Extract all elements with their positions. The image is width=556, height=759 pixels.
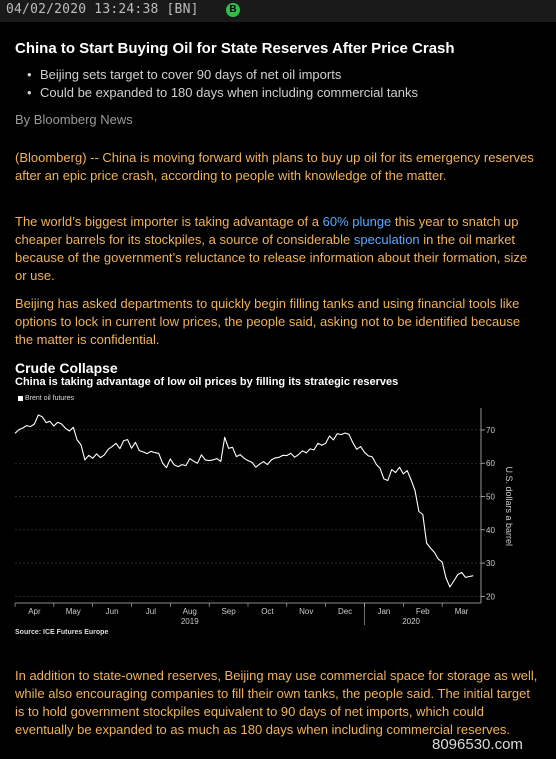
chart-legend: Brent oil futures: [18, 395, 74, 402]
x-tick-label: May: [66, 607, 81, 616]
article-headline: China to Start Buying Oil for State Rese…: [15, 40, 455, 57]
y-tick-label: 50: [486, 493, 495, 502]
y-tick-label: 40: [486, 526, 495, 535]
x-tick-label: Nov: [299, 607, 313, 616]
x-tick-label: Aug: [183, 607, 197, 616]
header-bar: [0, 0, 556, 22]
x-tick-label: Jul: [146, 607, 156, 616]
paragraph-3: Beijing has asked departments to quickly…: [15, 296, 521, 347]
x-tick-label: Sep: [221, 607, 236, 616]
brent-price-chart: 20 30 40 50 60 70 U.S. dollars a barrel Apr May J…: [14, 408, 514, 626]
chart-title: Crude Collapse: [15, 360, 118, 376]
plunge-link[interactable]: 60% plunge: [322, 214, 392, 229]
paragraph-4: In addition to state-owned reserves, Bei…: [15, 668, 538, 737]
x-tick-label: Dec: [338, 607, 352, 616]
watermark: 8096530.com: [432, 736, 523, 753]
y-tick-label: 30: [486, 559, 495, 568]
y-axis-label: U.S. dollars a barrel: [504, 467, 514, 547]
paragraph-2-text-b: this year to snatch up cheaper barrels f…: [15, 214, 519, 247]
year-label: 2019: [181, 617, 199, 626]
byline: By Bloomberg News: [15, 112, 133, 127]
bullet-item: Could be expanded to 180 days when inclu…: [27, 84, 418, 102]
y-tick-label: 60: [486, 459, 495, 468]
paragraph-2-text-c: in the oil market because of the governm…: [15, 232, 528, 283]
y-tick-label: 20: [486, 592, 495, 601]
bloomberg-badge-icon: B: [226, 3, 240, 17]
paragraph-2-text-a: The world’s biggest importer is taking a…: [15, 214, 323, 229]
speculation-link[interactable]: speculation: [353, 232, 420, 247]
x-tick-label: Mar: [455, 607, 469, 616]
legend-label: Brent oil futures: [25, 395, 75, 402]
paragraph-1: (Bloomberg) -- China is moving forward w…: [15, 150, 534, 183]
y-tick-label: 70: [486, 426, 495, 435]
chart-subtitle: China is taking advantage of low oil pri…: [15, 376, 399, 388]
chart-source: Source: ICE Futures Europe: [15, 629, 109, 636]
timestamp: 04/02/2020 13:24:38 [BN]: [6, 2, 199, 17]
x-tick-label: Jun: [106, 607, 119, 616]
x-tick-label: Apr: [28, 607, 41, 616]
paragraph-2: The world’s biggest importer is taking a…: [15, 213, 540, 285]
x-tick-label: Jan: [377, 607, 390, 616]
legend-swatch: [18, 395, 23, 401]
x-tick-label: Oct: [261, 607, 274, 616]
x-tick-label: Feb: [416, 607, 430, 616]
summary-bullets: Beijing sets target to cover 90 days of …: [27, 66, 418, 102]
bullet-item: Beijing sets target to cover 90 days of …: [27, 66, 418, 84]
year-label: 2020: [402, 617, 420, 626]
series-line-brent: [14, 414, 474, 588]
